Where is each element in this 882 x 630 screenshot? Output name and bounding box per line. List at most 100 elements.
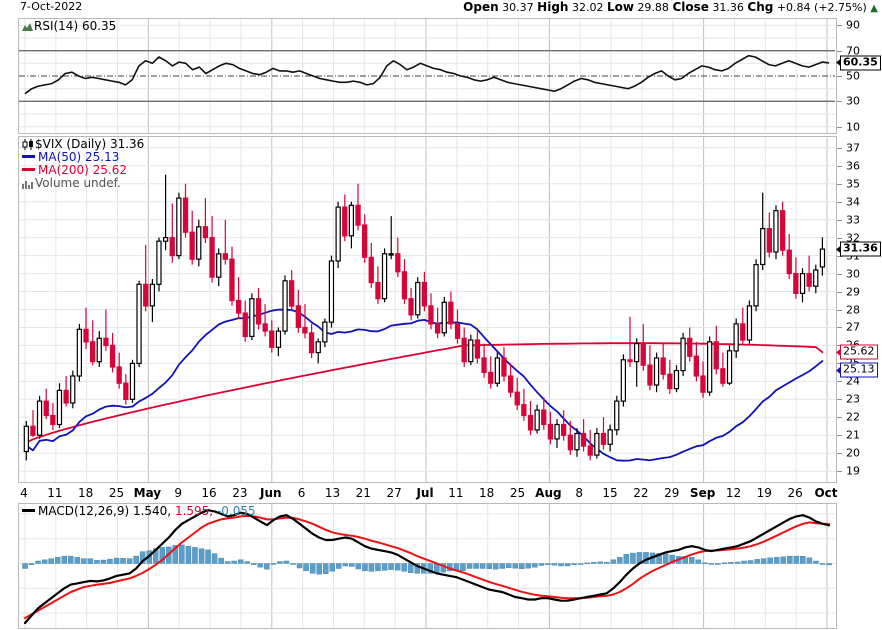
quote-date: 7-Oct-2022 [20, 0, 83, 13]
rsi-legend: RSI(14) 60.35 [22, 20, 116, 33]
axis-tick [837, 76, 842, 77]
price-plot [19, 137, 835, 482]
axis-tick-label: 24 [846, 374, 860, 388]
rsi-legend-text: RSI(14) 60.35 [34, 19, 117, 33]
axis-tick-label: 33 [846, 213, 860, 227]
ma50-value-callout: 25.13 [836, 362, 878, 378]
macd-plot [19, 504, 835, 628]
axis-tick-label: 50 [846, 69, 860, 83]
date-axis-label: 6 [297, 486, 306, 500]
macd-legend: MACD(12,26,9) 1.540, 1.595, -0.055 [22, 505, 256, 518]
close-value: 31.36 [712, 1, 744, 14]
date-axis-label: 27 [386, 486, 402, 500]
axis-tick [837, 165, 842, 167]
axis-tick [837, 201, 842, 203]
axis-tick [837, 101, 842, 103]
rsi-plot [19, 19, 835, 133]
axis-tick-label: 27 [846, 320, 860, 334]
axis-tick [837, 417, 842, 419]
volume-bars-icon [22, 179, 35, 189]
date-axis-label: 4 [20, 486, 28, 500]
ma200-legend-text: MA(200) 25.62 [38, 163, 127, 177]
date-axis: 4 11 18 25 May 9 16 23 Jun 6 13 21 27 Jul 11 18 25 Aug 8 15… [18, 485, 838, 502]
axis-tick-label: 36 [846, 159, 860, 173]
axis-tick-label: 90 [846, 18, 860, 32]
ma50-legend-text: MA(50) 25.13 [38, 150, 120, 164]
ma200-swatch [22, 168, 35, 171]
axis-tick [837, 435, 842, 437]
date-axis-label: 8 [575, 486, 584, 500]
axis-tick [837, 126, 842, 128]
ohlc-summary: Open 30.37 High 32.02 Low 29.88 Close 31… [463, 0, 878, 14]
price-legend-title: $VIX (Daily) 31.36 [35, 137, 145, 151]
axis-tick-label: 35 [846, 177, 860, 191]
date-axis-label: 13 [324, 486, 341, 500]
macd-line-swatch [22, 509, 35, 512]
date-axis-label: 16 [201, 486, 217, 500]
low-label: Low [606, 0, 634, 14]
axis-tick [837, 309, 842, 311]
high-label: High [537, 0, 569, 14]
chg-value: +0.84 (+2.75%) [776, 1, 867, 14]
axis-tick-label: 20 [846, 446, 860, 460]
last-price-callout: 31.36 [836, 241, 881, 257]
axis-tick-label: 22 [846, 410, 860, 424]
open-label: Open [463, 0, 499, 14]
axis-tick [837, 25, 842, 27]
ma200-value-callout: 25.62 [836, 344, 878, 360]
rsi-sparkline-icon [22, 22, 34, 32]
axis-tick [837, 381, 842, 383]
date-axis-label: Oct [814, 486, 838, 500]
price-legend: $VIX (Daily) 31.36 MA(50) 25.13 MA(200) … [22, 138, 144, 190]
axis-tick [837, 399, 842, 401]
date-axis-label: 25 [509, 486, 526, 500]
price-panel: $VIX (Daily) 31.36 MA(50) 25.13 MA(200) … [18, 136, 836, 483]
axis-tick [837, 219, 842, 221]
high-value: 32.02 [571, 1, 604, 14]
chg-label: Chg [747, 0, 774, 14]
rsi-panel: RSI(14) 60.35 [18, 18, 836, 134]
macd-panel: MACD(12,26,9) 1.540, 1.595, -0.055 [18, 503, 836, 629]
axis-tick [837, 50, 842, 52]
axis-tick [837, 273, 842, 275]
date-axis-label: Sep [689, 486, 716, 500]
date-axis-label: May [133, 486, 162, 500]
date-axis-label: Jun [259, 486, 282, 500]
chart-header: 7-Oct-2022 Open 30.37 High 32.02 Low 29.… [0, 0, 882, 16]
axis-tick-label: 23 [846, 392, 860, 406]
date-axis-label: 25 [108, 486, 125, 500]
date-axis-label: 11 [448, 486, 464, 500]
date-axis-label: 21 [355, 486, 371, 500]
axis-tick [837, 453, 842, 455]
axis-tick-label: 29 [846, 285, 860, 299]
volume-legend-text: Volume undef. [35, 176, 121, 190]
axis-tick-label: 32 [846, 231, 860, 245]
axis-tick [837, 237, 842, 239]
close-label: Close [672, 0, 709, 14]
macd-legend-signal: 1.595, [174, 504, 214, 518]
ma50-swatch [22, 155, 35, 158]
axis-tick [837, 147, 842, 149]
axis-tick [837, 471, 842, 473]
date-axis-label: 19 [756, 486, 772, 500]
rsi-value-callout: 60.35 [836, 55, 881, 71]
date-axis-label: Aug [535, 486, 562, 500]
axis-tick-label: 30 [846, 94, 860, 108]
axis-tick-label: 30 [846, 267, 860, 281]
axis-tick [837, 255, 842, 257]
axis-tick [837, 183, 842, 185]
axis-tick [837, 345, 842, 347]
date-axis-label: 15 [602, 486, 618, 500]
axis-tick-label: 70 [846, 44, 860, 58]
axis-tick-label: 21 [846, 428, 860, 442]
axis-tick-label: 37 [846, 141, 860, 155]
macd-legend-hist: -0.055 [216, 504, 256, 518]
macd-legend-main: MACD(12,26,9) 1.540, [38, 504, 172, 518]
date-axis-label: 29 [664, 486, 680, 500]
date-axis-label: 12 [725, 486, 742, 500]
axis-tick-label: 28 [846, 303, 860, 316]
axis-tick-label: 34 [846, 195, 860, 209]
up-triangle-icon: ▲ [870, 3, 878, 14]
price-axis: 3736353433323130292827262524232221201931… [836, 136, 882, 483]
macd-axis [836, 503, 882, 629]
